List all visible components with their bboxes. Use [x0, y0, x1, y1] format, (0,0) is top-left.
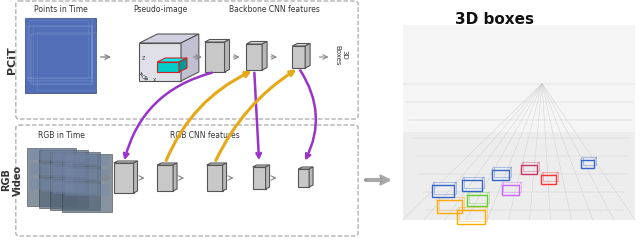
- Text: X: X: [154, 78, 157, 83]
- Bar: [53, 167, 97, 179]
- Polygon shape: [157, 62, 179, 72]
- Polygon shape: [403, 132, 635, 220]
- Bar: [435, 182, 456, 194]
- Text: PCiT: PCiT: [7, 46, 17, 74]
- Polygon shape: [157, 163, 177, 165]
- Text: RGB
Video: RGB Video: [1, 164, 22, 195]
- Polygon shape: [253, 165, 269, 167]
- Polygon shape: [173, 163, 177, 191]
- Bar: [42, 165, 85, 177]
- Bar: [65, 169, 109, 181]
- Bar: [51, 152, 100, 210]
- Polygon shape: [309, 167, 313, 187]
- Bar: [543, 172, 558, 181]
- Bar: [53, 182, 97, 194]
- Text: Points in Time: Points in Time: [35, 5, 88, 14]
- Bar: [28, 26, 92, 81]
- Bar: [467, 195, 486, 206]
- Text: Cp: Cp: [141, 75, 148, 80]
- Text: RGB in Time: RGB in Time: [38, 131, 84, 140]
- Bar: [459, 207, 486, 221]
- Polygon shape: [140, 43, 181, 81]
- Bar: [42, 150, 85, 162]
- Bar: [53, 152, 97, 164]
- Polygon shape: [223, 163, 227, 191]
- Polygon shape: [266, 165, 269, 189]
- Polygon shape: [292, 46, 305, 68]
- Bar: [462, 180, 482, 191]
- Polygon shape: [246, 41, 267, 44]
- Bar: [432, 185, 454, 197]
- Polygon shape: [140, 34, 199, 43]
- Polygon shape: [157, 165, 173, 191]
- Text: Backbone CNN features: Backbone CNN features: [228, 5, 319, 14]
- Polygon shape: [205, 42, 225, 72]
- Bar: [27, 148, 76, 206]
- Bar: [29, 148, 73, 160]
- Polygon shape: [114, 161, 138, 163]
- Bar: [492, 170, 509, 180]
- Bar: [469, 192, 489, 203]
- Polygon shape: [246, 44, 262, 70]
- Text: Z: Z: [141, 56, 145, 61]
- Bar: [65, 154, 109, 166]
- Bar: [403, 25, 635, 220]
- Polygon shape: [207, 163, 227, 165]
- Bar: [29, 178, 73, 190]
- Bar: [504, 182, 522, 192]
- Bar: [31, 34, 92, 84]
- Bar: [25, 18, 96, 93]
- Bar: [524, 162, 539, 171]
- Bar: [36, 32, 96, 90]
- Bar: [541, 175, 556, 184]
- Polygon shape: [305, 43, 310, 68]
- Polygon shape: [298, 167, 313, 169]
- Bar: [457, 210, 484, 224]
- Text: 3D boxes: 3D boxes: [455, 12, 534, 27]
- Polygon shape: [253, 167, 266, 189]
- Bar: [493, 167, 511, 177]
- Polygon shape: [179, 58, 187, 72]
- Polygon shape: [225, 40, 230, 72]
- Polygon shape: [114, 163, 134, 193]
- Polygon shape: [298, 169, 309, 187]
- Polygon shape: [134, 161, 138, 193]
- Bar: [439, 197, 464, 210]
- Polygon shape: [292, 43, 310, 46]
- Bar: [29, 163, 73, 175]
- Bar: [33, 26, 92, 84]
- Bar: [38, 150, 88, 208]
- Text: RGB CNN features: RGB CNN features: [170, 131, 239, 140]
- Bar: [25, 18, 92, 78]
- Bar: [437, 200, 462, 213]
- Bar: [582, 157, 596, 165]
- Bar: [502, 185, 519, 195]
- Bar: [62, 154, 112, 212]
- Bar: [42, 180, 85, 192]
- Text: 3D
Boxes: 3D Boxes: [335, 45, 348, 65]
- Polygon shape: [157, 58, 187, 62]
- Polygon shape: [262, 41, 267, 70]
- Bar: [65, 184, 109, 196]
- Bar: [464, 177, 484, 188]
- Polygon shape: [207, 165, 223, 191]
- Polygon shape: [205, 40, 230, 42]
- Bar: [29, 20, 88, 78]
- Polygon shape: [181, 34, 199, 81]
- Text: Pseudo-image: Pseudo-image: [133, 5, 188, 14]
- Bar: [580, 160, 595, 168]
- Bar: [522, 165, 537, 174]
